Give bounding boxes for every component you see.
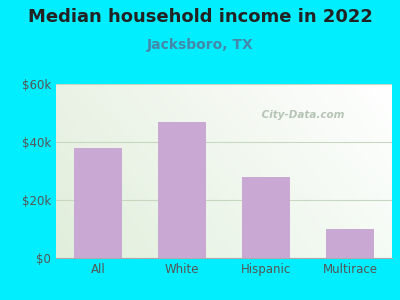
Bar (74, 148, 122, 258)
Text: Jacksboro, TX: Jacksboro, TX (147, 38, 253, 52)
Text: City-Data.com: City-Data.com (258, 110, 344, 120)
Bar (326, 229, 374, 258)
Text: Median household income in 2022: Median household income in 2022 (28, 8, 372, 26)
Bar (158, 122, 206, 258)
Bar (242, 177, 290, 258)
